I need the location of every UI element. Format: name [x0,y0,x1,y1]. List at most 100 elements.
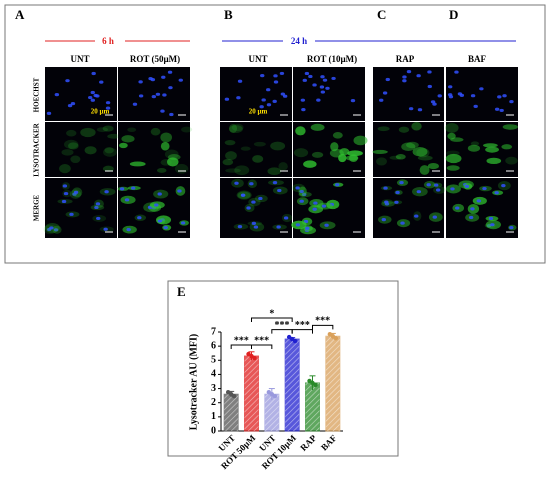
cell [353,135,368,146]
micrograph [45,122,117,177]
nucleus [319,85,325,89]
nucleus [280,92,286,96]
bracket [251,344,273,349]
x-tick-label: RAP [298,432,319,453]
nucleus [434,183,439,187]
nucleus [406,70,412,74]
nucleus [308,74,313,79]
nucleus [62,184,68,188]
cell [406,141,419,149]
cell [59,164,71,174]
nucleus [157,192,162,196]
nucleus [395,190,400,195]
column-label: ROT (10µM) [307,54,357,64]
cell [119,142,128,149]
bar-hatch [224,394,239,431]
nucleus [266,88,271,92]
nucleus [325,86,330,90]
nucleus [459,93,465,97]
nucleus [251,200,256,204]
nucleus [383,186,388,190]
nucleus [470,94,476,98]
nucleus [46,111,52,115]
cell [229,125,243,134]
cell [398,126,410,133]
nucleus [236,96,241,100]
nucleus [447,85,453,89]
nucleus [148,77,153,81]
cell [225,168,241,173]
cell [293,148,309,158]
scale-label: 20 µm [249,108,268,116]
scale-label: 20 µm [91,108,110,116]
nucleus [167,70,173,74]
bar-hatch [244,356,259,431]
nucleus [313,201,318,205]
nucleus [427,70,432,74]
nucleus [426,183,431,187]
cell [446,165,460,171]
nucleus [283,216,289,220]
cell [486,157,502,165]
nucleus [324,223,329,227]
y-tick-label: 6 [211,340,216,351]
nucleus [94,205,99,210]
data-point [252,355,257,361]
nucleus [95,202,101,206]
data-point [313,382,318,388]
nucleus [237,224,243,229]
nucleus [155,92,161,96]
cell [311,151,324,158]
nucleus [379,98,384,102]
nucleus [435,188,441,192]
nucleus [320,75,325,79]
time-label: 6 h [102,36,114,46]
nucleus [279,71,285,76]
column-label: BAF [468,54,487,64]
cell [501,144,513,150]
cell [483,143,498,148]
nucleus [490,223,495,227]
nucleus [295,186,300,190]
cell [270,141,286,151]
cell [224,140,236,146]
nucleus [69,212,74,216]
cell [70,155,81,164]
nucleus [63,191,69,196]
y-tick-label: 7 [211,326,216,337]
cell [96,127,109,133]
cell [63,139,79,150]
nucleus [90,90,95,95]
nucleus [177,189,182,193]
nucleus [299,199,304,203]
row-label: MERGE [33,194,41,221]
nucleus [260,74,265,78]
cell [107,133,121,139]
nucleus [381,218,387,222]
cell [411,121,422,131]
cell [372,149,388,154]
data-point [333,336,339,341]
nucleus [299,189,304,194]
cell [167,154,181,161]
nucleus [168,86,173,90]
cell [160,132,173,143]
cell [156,168,167,173]
nucleus [450,187,455,191]
nucleus [240,193,246,197]
nucleus [385,77,390,82]
y-tick-label: 0 [211,425,216,436]
nucleus [53,228,59,232]
micrograph [293,67,365,121]
y-axis-label: Lysotracker AU (MFI) [188,334,199,430]
cell [450,137,464,142]
nucleus [258,196,263,201]
nucleus [138,94,144,98]
cell [102,125,114,132]
nucleus [350,99,356,103]
cell [222,158,234,166]
cell [505,156,518,165]
cell [417,155,433,161]
cell [470,141,480,146]
nucleus [335,183,340,187]
